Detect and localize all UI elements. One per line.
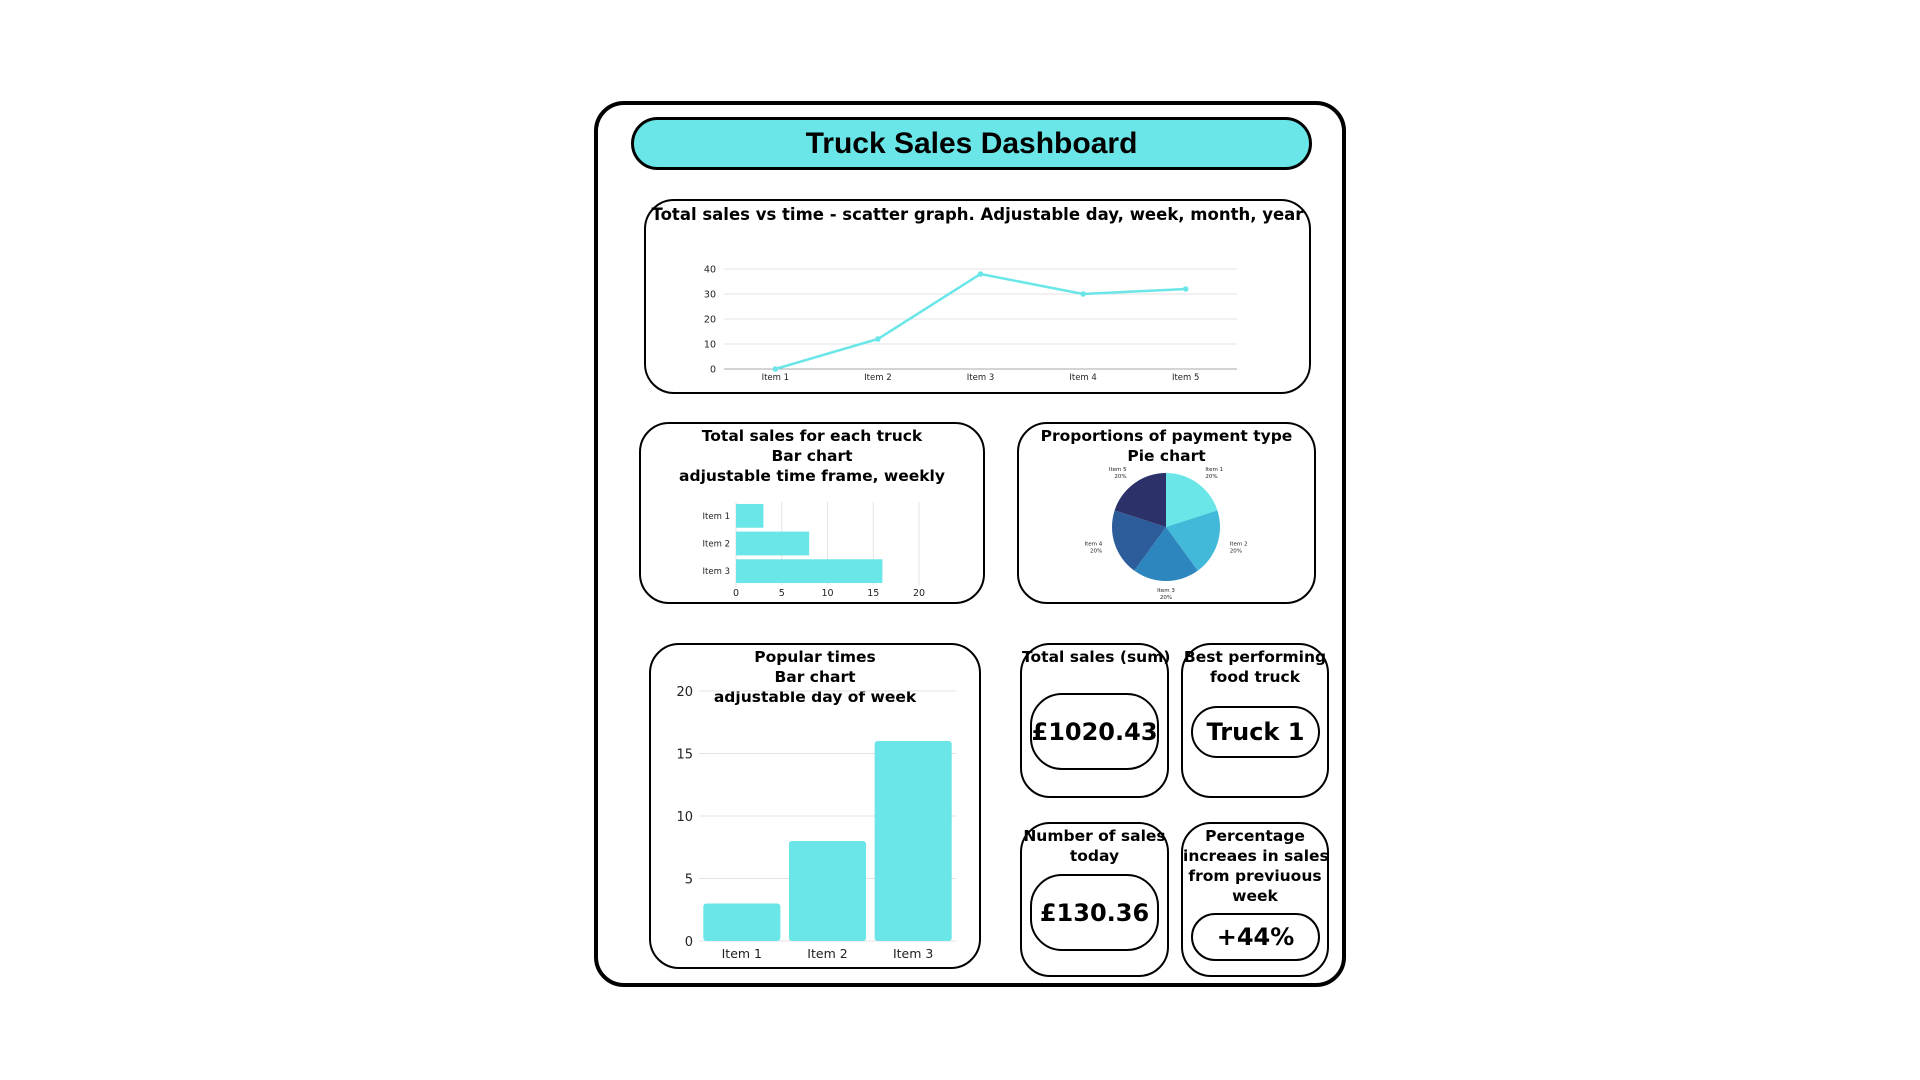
pct-increase-card: Percentage increaes in sales from previu… (1181, 822, 1329, 977)
total-sales-value: £1020.43 (1030, 693, 1159, 770)
pct-increase-label: Percentage increaes in sales from previu… (1183, 826, 1329, 906)
sales-today-value: £130.36 (1030, 874, 1159, 951)
popular-title-line-3: adjustable day of week (713, 688, 917, 706)
best-truck-label-line-1: Best performing (1183, 648, 1327, 666)
pct-increase-label-line-1: Percentage (1205, 827, 1305, 845)
popular-title: Popular times Bar chart adjustable day o… (651, 647, 979, 707)
truck-bar-card: Total sales for each truck Bar chart adj… (639, 422, 985, 604)
popular-title-line-2: Bar chart (774, 668, 856, 686)
sales-today-label-line-2: today (1069, 847, 1120, 865)
truck-bar-title-line-2: Bar chart (771, 447, 853, 465)
truck-bar-title: Total sales for each truck Bar chart adj… (641, 426, 983, 486)
pie-title-line-1: Proportions of payment type (1040, 427, 1293, 445)
popular-title-line-1: Popular times (754, 648, 876, 666)
popular-times-card: Popular times Bar chart adjustable day o… (649, 643, 981, 969)
sales-today-label: Number of sales today (1022, 826, 1167, 866)
best-truck-label: Best performing food truck (1183, 647, 1327, 687)
best-truck-value: Truck 1 (1191, 706, 1320, 758)
best-truck-card: Best performing food truck Truck 1 (1181, 643, 1329, 798)
line-chart-title: Total sales vs time - scatter graph. Adj… (651, 205, 1304, 224)
truck-bar-title-line-1: Total sales for each truck (701, 427, 923, 445)
total-sales-label-line-1: Total sales (sum) (1022, 648, 1171, 666)
total-sales-label: Total sales (sum) (1022, 647, 1171, 667)
pct-increase-label-line-3: from previuous (1188, 867, 1322, 885)
pie-title-line-2: Pie chart (1127, 447, 1206, 465)
truck-bar-title-line-3: adjustable time frame, weekly (679, 467, 945, 485)
best-truck-label-line-2: food truck (1209, 668, 1301, 686)
pct-increase-label-line-4: week (1232, 887, 1278, 905)
total-sales-card: Total sales (sum) £1020.43 (1020, 643, 1171, 798)
sales-today-card: Number of sales today £130.36 (1020, 822, 1169, 977)
dashboard-title: Truck Sales Dashboard (631, 117, 1312, 170)
pie-chart-card: Proportions of payment type Pie chart (1017, 422, 1316, 604)
pct-increase-label-line-2: increaes in sales (1183, 847, 1329, 865)
sales-today-label-line-1: Number of sales (1023, 827, 1166, 845)
pct-increase-value: +44% (1191, 913, 1320, 961)
pie-title: Proportions of payment type Pie chart (1019, 426, 1314, 466)
line-chart-card: Total sales vs time - scatter graph. Adj… (644, 199, 1311, 394)
